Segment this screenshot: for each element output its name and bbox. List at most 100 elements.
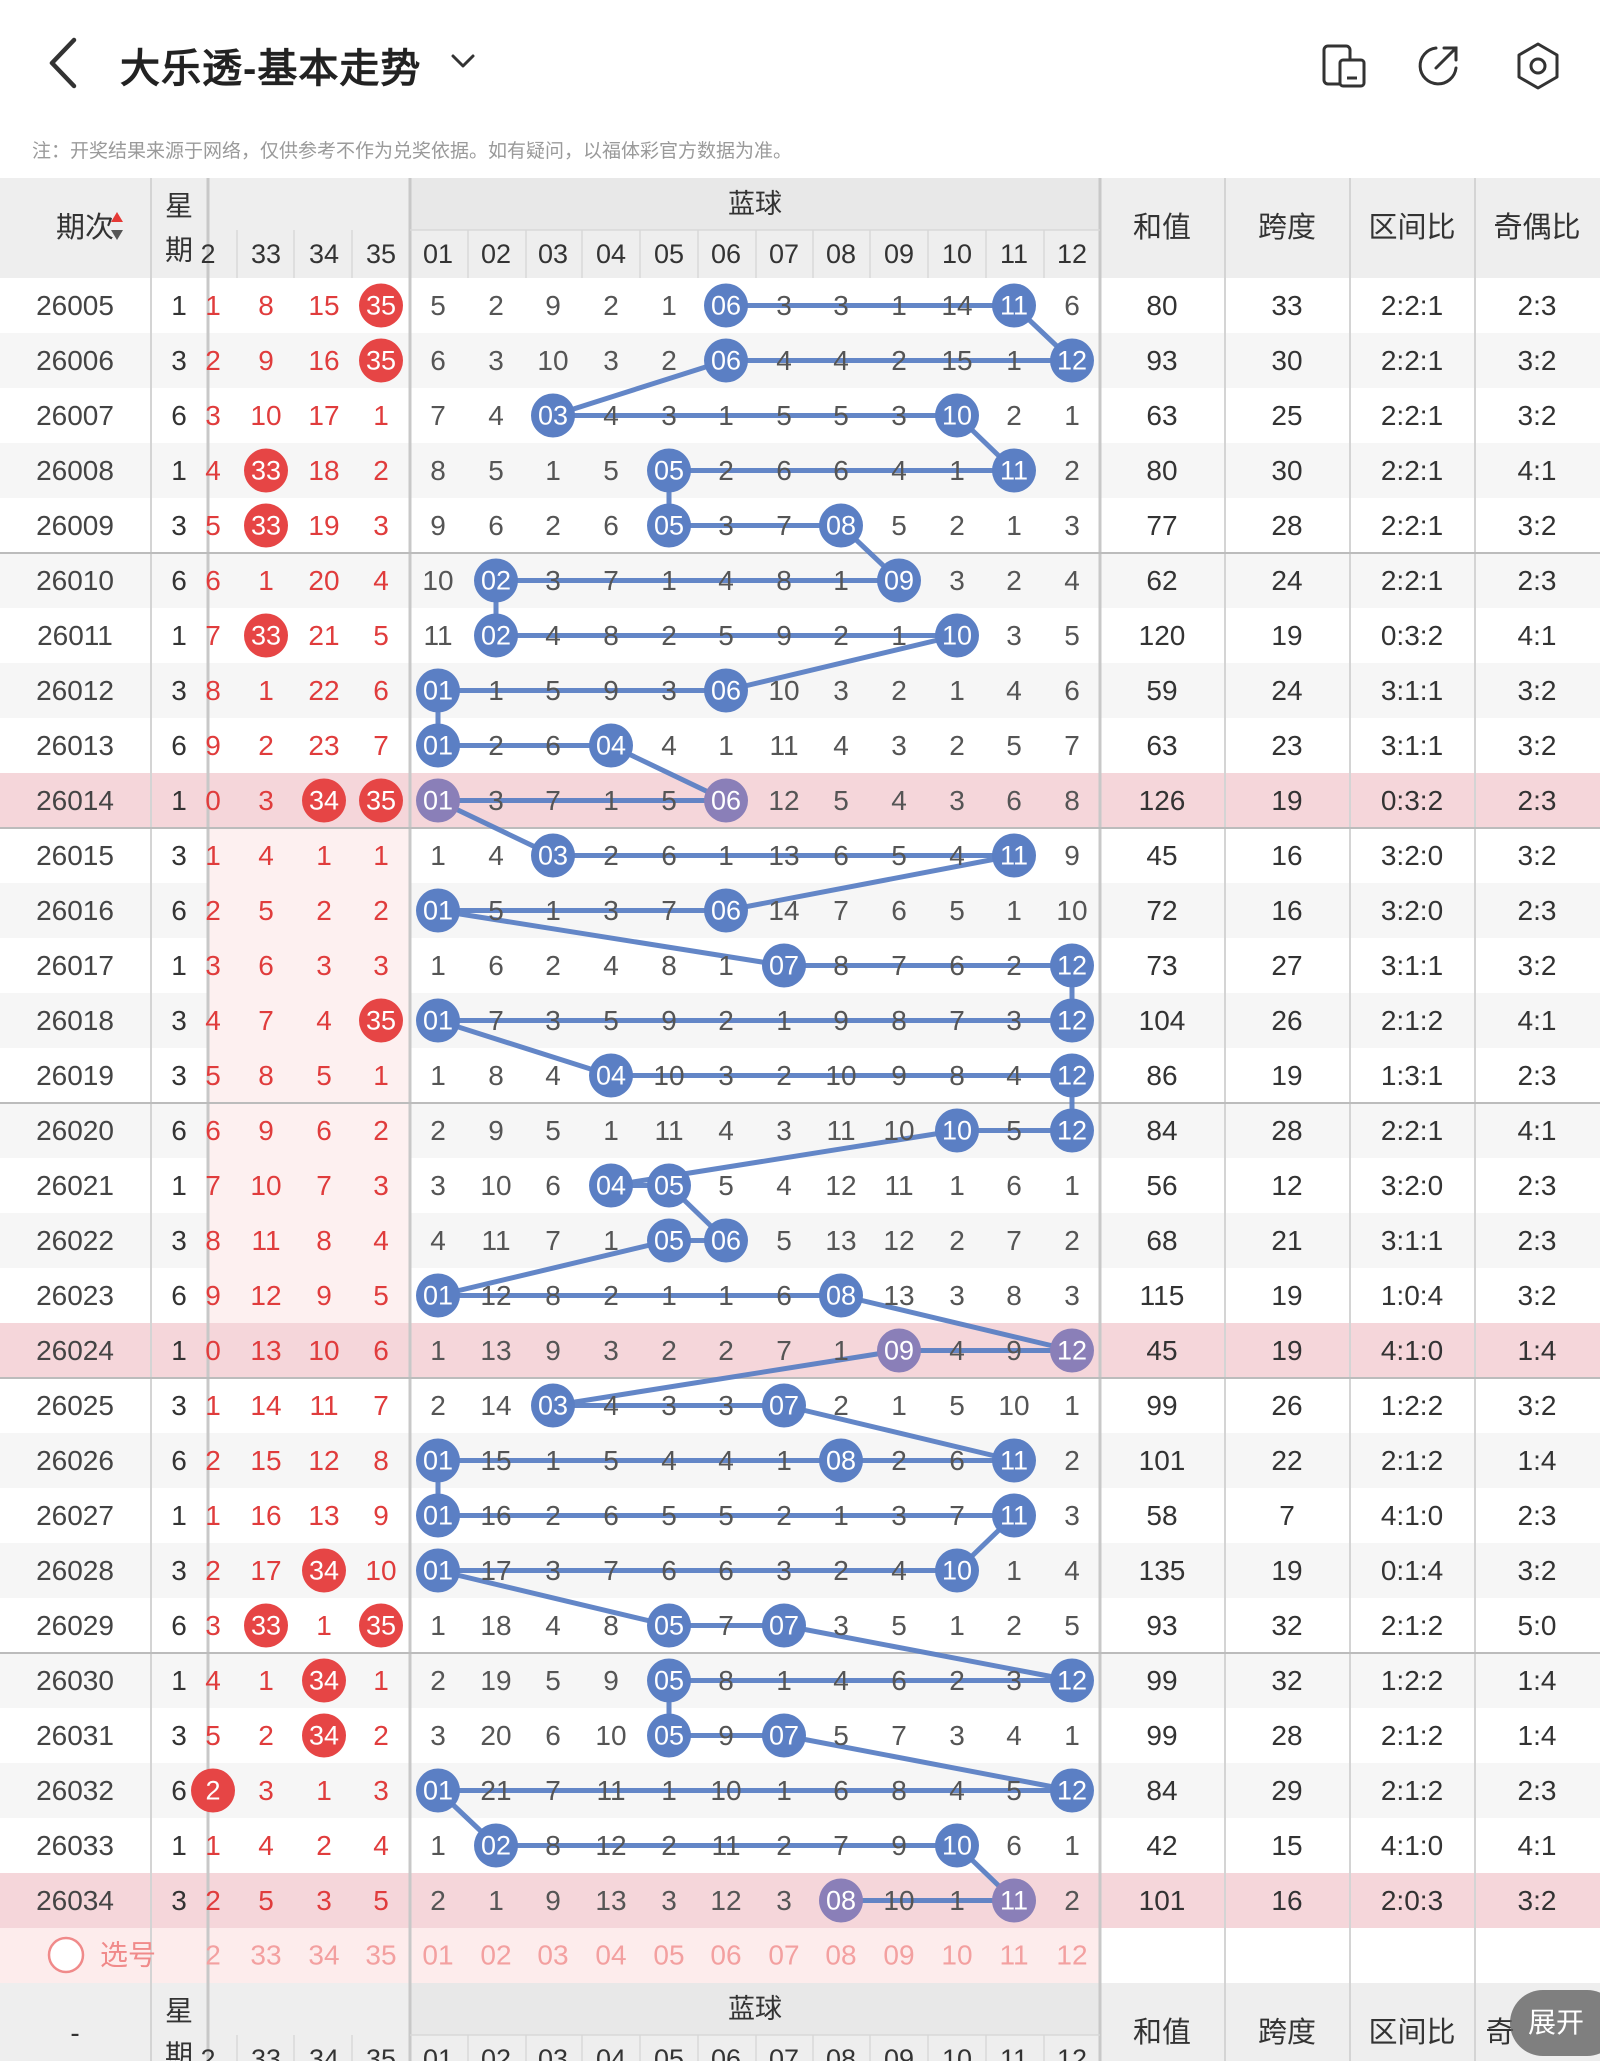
blue-miss-cell: 7 (603, 1555, 619, 1586)
odd-even-cell: 2:3 (1518, 1225, 1557, 1256)
blue-ball-number: 09 (884, 1336, 914, 1366)
red-zone-tint (208, 1158, 410, 1213)
blue-miss-cell: 2 (949, 730, 965, 761)
blue-ball (416, 668, 460, 713)
blue-ball (992, 283, 1036, 328)
footer-red-col: 35 (366, 2044, 396, 2061)
select-blue-number[interactable]: 10 (941, 1940, 972, 1971)
chevron-down-icon[interactable] (448, 46, 478, 76)
select-blue-number[interactable]: 03 (537, 1940, 568, 1971)
weekday-cell: 1 (171, 1665, 187, 1696)
blue-ball-number: 01 (423, 1501, 453, 1531)
red-zone-tint (208, 938, 410, 993)
blue-ball-number: 02 (481, 566, 511, 596)
blue-ball-number: 02 (481, 621, 511, 651)
blue-miss-cell: 5 (891, 510, 907, 541)
zone-ratio-cell: 0:3:2 (1381, 620, 1443, 651)
blue-miss-cell: 4 (1064, 565, 1080, 596)
red-miss-cell: 3 (258, 1775, 274, 1806)
blue-miss-cell: 3 (545, 1005, 561, 1036)
red-miss-cell: 2 (205, 1885, 221, 1916)
select-blue-number[interactable]: 06 (710, 1940, 741, 1971)
blue-miss-cell: 4 (949, 840, 965, 871)
device-layout-icon[interactable] (1316, 38, 1372, 94)
select-blue-number[interactable]: 09 (883, 1940, 914, 1971)
footer-odd-header: 奇 (1485, 2016, 1514, 2049)
select-blue-number[interactable]: 07 (768, 1940, 799, 1971)
blue-miss-cell: 9 (776, 620, 792, 651)
red-miss-cell: 3 (373, 1775, 389, 1806)
blue-miss-cell: 2 (833, 1555, 849, 1586)
select-blue-number[interactable]: 04 (595, 1940, 626, 1971)
blue-miss-cell: 8 (488, 1060, 504, 1091)
blue-miss-cell: 5 (833, 400, 849, 431)
weekday-cell: 3 (171, 1225, 187, 1256)
zone-ratio-cell: 4:1:0 (1381, 1500, 1443, 1531)
period-cell: 26013 (36, 730, 114, 761)
blue-miss-cell: 3 (488, 785, 504, 816)
share-external-icon[interactable] (1410, 38, 1466, 94)
zone-ratio-cell: 1:2:2 (1381, 1390, 1443, 1421)
span-cell: 21 (1271, 1225, 1302, 1256)
select-blue-number[interactable]: 05 (653, 1940, 684, 1971)
blue-ball (935, 1823, 979, 1868)
blue-miss-cell: 12 (595, 1830, 626, 1861)
select-red-number[interactable]: 34 (308, 1940, 339, 1971)
select-label[interactable]: 选号 (100, 1940, 156, 1971)
odd-even-cell: 5:0 (1518, 1610, 1557, 1641)
weekday-header: 期 (165, 235, 193, 266)
blue-miss-cell: 20 (480, 1720, 511, 1751)
blue-miss-cell: 2 (430, 1665, 446, 1696)
blue-miss-cell: 1 (603, 1225, 619, 1256)
footer-blue-header: 蓝球 (728, 1994, 782, 2024)
blue-miss-cell: 3 (430, 1720, 446, 1751)
red-ball (191, 1768, 235, 1813)
select-blue-number[interactable]: 01 (422, 1940, 453, 1971)
blue-ball-number: 11 (1000, 291, 1028, 321)
blue-ball-number: 06 (711, 786, 741, 816)
blue-miss-cell: 1 (891, 620, 907, 651)
blue-ball-number: 01 (423, 1006, 453, 1036)
footer-blue-col: 08 (826, 2044, 856, 2061)
red-miss-cell: 0 (205, 785, 221, 816)
blue-ball-number: 05 (654, 1721, 684, 1751)
blue-ball-number: 01 (423, 1556, 453, 1586)
span-cell: 22 (1271, 1445, 1302, 1476)
red-miss-cell: 1 (205, 290, 221, 321)
select-red-number[interactable]: 35 (365, 1940, 396, 1971)
footer-weekday: 星 (165, 1996, 193, 2027)
highlight-row (0, 1873, 1600, 1928)
select-blue-number[interactable]: 08 (825, 1940, 856, 1971)
select-blue-number[interactable]: 12 (1056, 1940, 1087, 1971)
period-header: 期次 (56, 211, 114, 244)
red-miss-cell: 7 (373, 1390, 389, 1421)
blue-miss-cell: 5 (545, 1115, 561, 1146)
blue-miss-cell: 6 (661, 840, 677, 871)
select-red-number[interactable]: 33 (250, 1940, 281, 1971)
settings-icon[interactable] (1510, 38, 1566, 94)
blue-miss-cell: 5 (1006, 1115, 1022, 1146)
back-arrow-icon[interactable] (40, 34, 88, 92)
blue-ball (531, 833, 575, 878)
blue-ball-number: 05 (654, 1226, 684, 1256)
red-miss-cell: 0 (205, 1335, 221, 1366)
select-blue-number[interactable]: 11 (999, 1940, 1028, 1971)
expand-button[interactable]: 展开 (1510, 1990, 1600, 2056)
page-title[interactable]: 大乐透-基本走势 (120, 47, 422, 91)
red-miss-cell: 19 (308, 510, 339, 541)
weekday-cell: 1 (171, 1170, 187, 1201)
blue-miss-cell: 6 (891, 1665, 907, 1696)
blue-miss-cell: 3 (430, 1170, 446, 1201)
zone-ratio-cell: 3:1:1 (1381, 730, 1443, 761)
select-radio-icon[interactable] (47, 1936, 85, 1974)
blue-ball (1050, 1658, 1094, 1703)
span-cell: 19 (1271, 1555, 1302, 1586)
sort-arrows-icon[interactable] (111, 212, 123, 240)
red-miss-cell: 2 (205, 345, 221, 376)
red-ball (359, 998, 403, 1043)
blue-miss-cell: 2 (1064, 1445, 1080, 1476)
select-red-number[interactable]: 2 (205, 1940, 221, 1971)
odd-even-cell: 1:4 (1518, 1445, 1557, 1476)
red-miss-cell: 5 (373, 1280, 389, 1311)
select-blue-number[interactable]: 02 (480, 1940, 511, 1971)
